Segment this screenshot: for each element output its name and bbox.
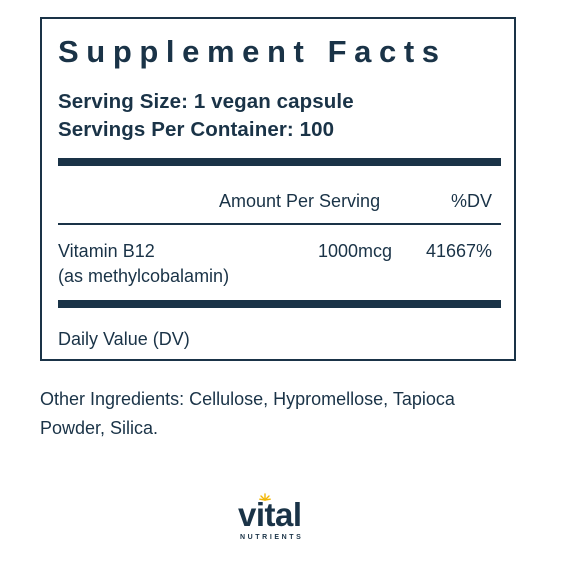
daily-value-footnote: Daily Value (DV) (58, 329, 190, 349)
panel-title: Supplement Facts (58, 34, 447, 69)
logo-subtext: NUTRIENTS (240, 534, 304, 541)
nutrient-amount: 1000mcg (318, 241, 393, 261)
servings-per-container: Servings Per Container: 100 (58, 118, 335, 141)
thick-divider-bottom (58, 300, 501, 308)
amount-per-serving-header: Amount Per Serving (219, 191, 381, 211)
thin-divider (58, 223, 501, 225)
sunburst-icon (259, 493, 271, 501)
logo-wordmark: vital (238, 496, 302, 533)
thick-divider-top (58, 158, 501, 166)
serving-size: Serving Size: 1 vegan capsule (58, 90, 354, 113)
daily-value-header: %DV (450, 191, 492, 211)
nutrient-dv: 41667% (425, 241, 492, 261)
other-ingredients: Other Ingredients: Cellulose, Hypromello… (40, 389, 455, 438)
nutrient-form: (as methylcobalamin) (58, 266, 230, 286)
supplement-facts-panel: Supplement Facts Serving Size: 1 vegan c… (40, 17, 516, 361)
brand-logo: vital NUTRIENTS (238, 493, 328, 548)
nutrient-name: Vitamin B12 (58, 241, 155, 261)
